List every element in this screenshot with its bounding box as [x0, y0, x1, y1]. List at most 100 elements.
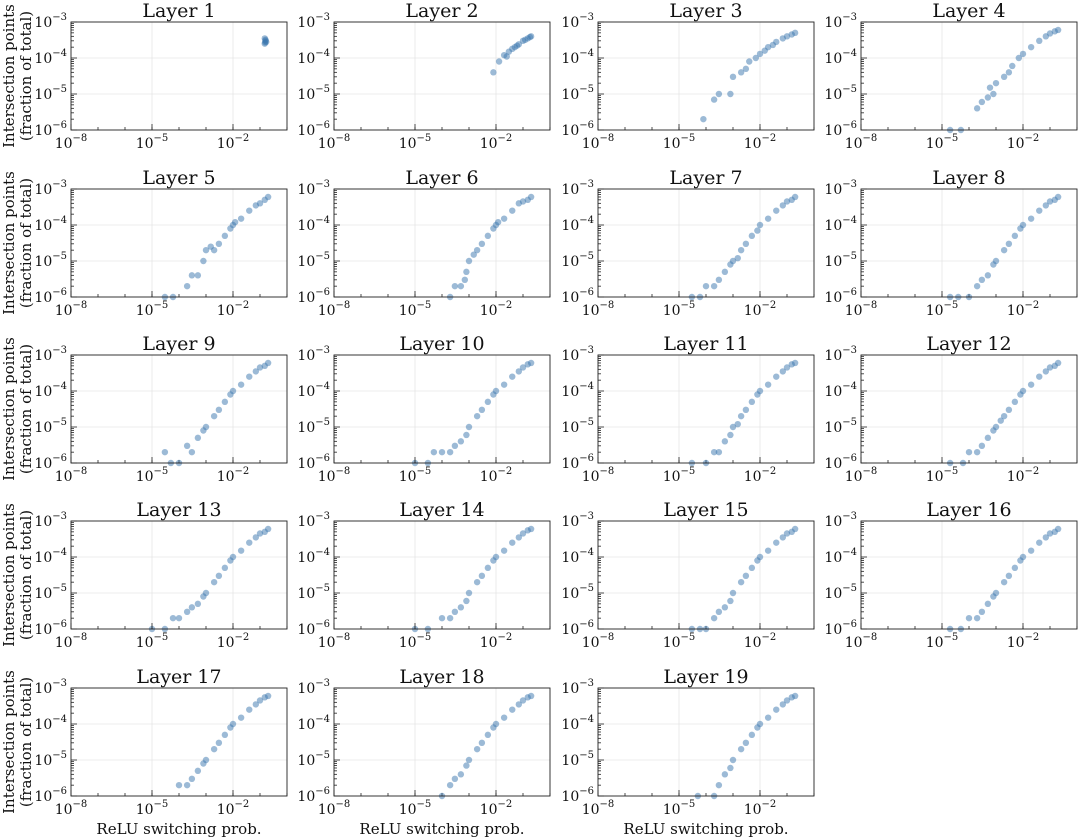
x-tick-label: 10−2	[480, 799, 513, 818]
x-tick-label: 10−2	[217, 799, 250, 818]
data-point	[990, 90, 997, 98]
data-point	[246, 207, 253, 214]
x-tick-label: 10−5	[926, 466, 959, 485]
data-point	[986, 84, 994, 91]
subplot-14: 10−8 10−5 10−2 10−6 10−5 10−4 10−3 Layer 14	[297, 499, 551, 651]
x-tick-label: 10−5	[926, 632, 959, 651]
data-point	[526, 33, 534, 41]
y-tick-label: 10−4	[34, 48, 67, 67]
y-tick-label: 10−5	[561, 84, 594, 103]
data-point	[194, 434, 202, 442]
plot-frame	[860, 188, 1078, 298]
x-tick-label: 10−5	[663, 133, 696, 152]
data-point	[756, 387, 764, 395]
data-point	[207, 243, 214, 250]
data-point	[1054, 193, 1062, 201]
x-axis-label: ReLU switching prob.	[359, 820, 524, 837]
y-tick-label: 10−5	[561, 417, 594, 436]
subplot-title: Layer 5	[142, 167, 215, 189]
y-tick-label: 10−3	[297, 12, 330, 31]
subplot-title: Layer 17	[136, 666, 221, 688]
data-point	[783, 697, 791, 704]
y-tick-label: 10−6	[824, 453, 857, 472]
data-point	[500, 714, 508, 721]
data-point	[764, 215, 772, 222]
data-point	[231, 218, 239, 226]
y-tick-label: 10−3	[34, 678, 67, 697]
subplot-13: 10−8 10−5 10−2 10−6 10−5 10−4 10−3 Layer 13 Inte…	[0, 499, 288, 651]
data-point	[237, 547, 245, 554]
data-point	[161, 448, 169, 456]
y-tick-label: 10−4	[297, 714, 330, 733]
y-tick-label: 10−5	[297, 251, 330, 270]
data-point	[721, 268, 729, 276]
data-point	[221, 564, 229, 572]
data-point	[746, 58, 753, 65]
y-tick-label: 10−4	[824, 48, 857, 67]
data-point	[779, 368, 787, 375]
data-point	[463, 762, 470, 769]
data-point	[729, 756, 737, 764]
data-point	[478, 406, 486, 414]
data-point	[973, 614, 981, 622]
y-tick-label: 10−6	[34, 120, 67, 139]
data-point	[773, 373, 780, 380]
subplot-15: 10−8 10−5 10−2 10−6 10−5 10−4 10−3 Layer 15	[561, 499, 815, 651]
data-point	[484, 731, 492, 739]
y-axis-label-line1: Intersection points	[0, 670, 18, 814]
data-point	[492, 387, 500, 395]
data-point	[473, 578, 481, 586]
x-tick-label: 10−8	[55, 632, 88, 651]
x-tick-label: 10−2	[217, 133, 250, 152]
data-point	[221, 398, 229, 406]
y-tick-label: 10−6	[561, 619, 594, 638]
data-point	[492, 553, 500, 561]
x-tick-label: 10−5	[663, 799, 696, 818]
data-point	[430, 448, 438, 456]
plot-frame	[70, 520, 288, 630]
data-point	[754, 227, 761, 234]
y-axis-label-line2: (fraction of total)	[17, 178, 35, 308]
data-point	[478, 572, 486, 580]
data-point	[737, 412, 745, 420]
y-tick-label: 10−5	[561, 750, 594, 769]
data-point	[715, 276, 723, 284]
subplot-12: 10−8 10−5 10−2 10−6 10−5 10−4 10−3 Layer 12	[824, 333, 1078, 485]
plot-frame	[333, 188, 551, 298]
data-point	[194, 272, 202, 279]
y-tick-label: 10−4	[824, 215, 857, 234]
data-point	[264, 692, 272, 700]
plot-frame	[860, 354, 1078, 464]
data-point	[513, 42, 521, 49]
data-point	[237, 215, 245, 222]
x-tick-label: 10−8	[582, 133, 615, 152]
y-tick-label: 10−3	[34, 179, 67, 198]
x-tick-label: 10−8	[55, 300, 88, 319]
data-point	[1009, 62, 1016, 70]
x-tick-label: 10−2	[744, 300, 777, 319]
data-point	[779, 534, 787, 541]
subplot-title: Layer 3	[669, 0, 742, 22]
data-point	[515, 701, 523, 708]
data-point	[500, 215, 508, 222]
plot-frame	[597, 520, 815, 630]
data-point	[742, 739, 750, 747]
data-point	[519, 364, 527, 371]
y-tick-label: 10−4	[824, 547, 857, 566]
data-point	[229, 553, 237, 561]
data-point	[756, 221, 764, 229]
data-point	[515, 534, 523, 541]
data-point	[229, 387, 237, 395]
data-point	[1005, 240, 1013, 248]
data-point	[700, 115, 707, 123]
x-tick-label: 10−8	[582, 466, 615, 485]
data-point	[1027, 43, 1035, 51]
data-point	[748, 564, 756, 572]
data-point	[194, 767, 202, 775]
data-point	[521, 36, 529, 44]
data-point	[761, 47, 768, 54]
y-axis-label-line2: (fraction of total)	[17, 510, 35, 640]
x-tick-label: 10−8	[55, 799, 88, 818]
data-point	[1027, 547, 1035, 554]
data-point	[727, 597, 734, 605]
